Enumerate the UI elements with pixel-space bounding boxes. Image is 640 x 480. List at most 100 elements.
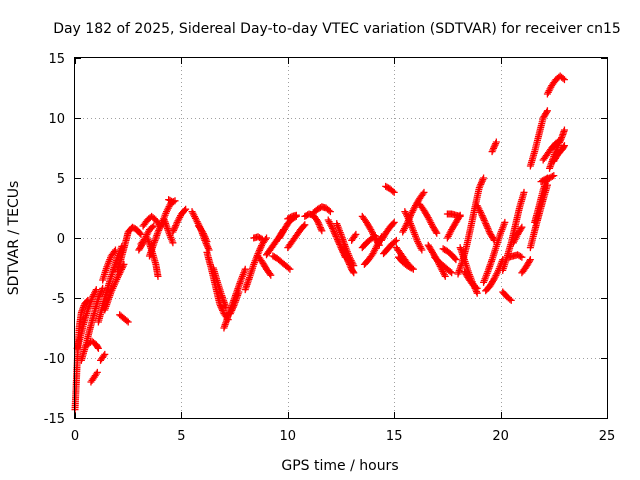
- data-point: [257, 243, 265, 251]
- y-tick-label: -15: [44, 412, 65, 427]
- y-tick-label: -5: [52, 292, 65, 307]
- data-point: [482, 220, 490, 228]
- data-point: [555, 138, 563, 146]
- data-point: [95, 292, 103, 300]
- data-point: [314, 219, 322, 227]
- data-point: [342, 252, 350, 260]
- grid: [75, 58, 607, 418]
- x-axis-label: GPS time / hours: [281, 458, 398, 474]
- data-point: [560, 143, 568, 151]
- data-point: [491, 141, 499, 149]
- data-point: [318, 227, 326, 235]
- data-point: [154, 228, 162, 236]
- data-point: [418, 246, 426, 254]
- data-point: [555, 140, 563, 148]
- data-point: [406, 263, 414, 271]
- data-point: [404, 214, 412, 222]
- data-point: [485, 228, 493, 236]
- y-tick-label: 10: [48, 112, 65, 127]
- data-point: [446, 268, 454, 276]
- data-point: [344, 257, 352, 265]
- data-point: [317, 225, 325, 233]
- data-point: [518, 223, 526, 231]
- data-point: [169, 228, 177, 236]
- data-point: [501, 218, 509, 226]
- data-point: [148, 223, 156, 231]
- data-point: [526, 256, 534, 264]
- data-point: [156, 223, 164, 231]
- data-point: [407, 264, 415, 272]
- data-point: [154, 272, 162, 280]
- data-point: [315, 220, 323, 228]
- data-point: [258, 235, 266, 243]
- data-point: [300, 222, 308, 230]
- data-point: [202, 234, 210, 242]
- data-point: [375, 241, 383, 249]
- data-point: [341, 249, 349, 257]
- data-point: [478, 177, 486, 185]
- data-point: [93, 368, 101, 376]
- data-point: [96, 291, 104, 299]
- data-point: [199, 228, 207, 236]
- data-point: [477, 210, 485, 218]
- data-point: [556, 137, 564, 145]
- data-point: [477, 179, 485, 187]
- data-point: [480, 174, 488, 182]
- data-point: [292, 211, 300, 219]
- data-point: [94, 344, 102, 352]
- data-point: [488, 148, 496, 156]
- data-point: [101, 350, 109, 358]
- data-point: [226, 310, 234, 318]
- data-point: [114, 272, 122, 280]
- data-point: [97, 288, 105, 296]
- data-point: [548, 172, 556, 180]
- data-point: [94, 294, 102, 302]
- data-point: [301, 221, 309, 229]
- data-point: [100, 352, 108, 360]
- data-point: [267, 271, 275, 279]
- data-point: [230, 302, 238, 310]
- data-point: [169, 239, 177, 247]
- chart-title: Day 182 of 2025, Sidereal Day-to-day VTE…: [53, 21, 621, 37]
- data-point: [155, 225, 163, 233]
- data-point: [172, 222, 180, 230]
- data-point: [229, 303, 237, 311]
- data-point: [328, 223, 336, 231]
- data-point: [137, 230, 145, 238]
- data-point: [480, 215, 488, 223]
- data-point: [136, 229, 144, 237]
- data-point: [475, 184, 483, 192]
- data-point: [543, 107, 551, 115]
- y-tick-label: 5: [57, 172, 65, 187]
- data-point: [199, 230, 207, 238]
- data-point: [328, 224, 336, 232]
- data-point: [150, 222, 158, 230]
- data-point: [124, 318, 132, 326]
- data-point: [490, 143, 498, 151]
- data-point: [341, 251, 349, 259]
- plot-frame: [74, 57, 608, 419]
- data-point: [559, 74, 567, 82]
- x-tick-label: 25: [599, 429, 616, 444]
- data-point: [484, 224, 492, 232]
- data-point: [391, 238, 399, 246]
- data-point: [97, 289, 105, 297]
- data-point: [558, 134, 566, 142]
- data-point: [340, 248, 348, 256]
- data-point: [489, 146, 497, 154]
- data-point: [346, 260, 354, 268]
- data-point: [441, 272, 449, 280]
- data-point: [448, 269, 456, 277]
- data-point: [517, 225, 525, 233]
- data-point: [483, 223, 491, 231]
- data-point: [138, 240, 146, 248]
- data-point: [155, 226, 163, 234]
- data-point: [314, 217, 322, 225]
- data-point: [202, 236, 210, 244]
- data-point: [235, 288, 243, 296]
- data-point: [392, 236, 400, 244]
- data-point: [472, 283, 480, 291]
- data-point: [228, 305, 236, 313]
- data-point: [285, 264, 293, 272]
